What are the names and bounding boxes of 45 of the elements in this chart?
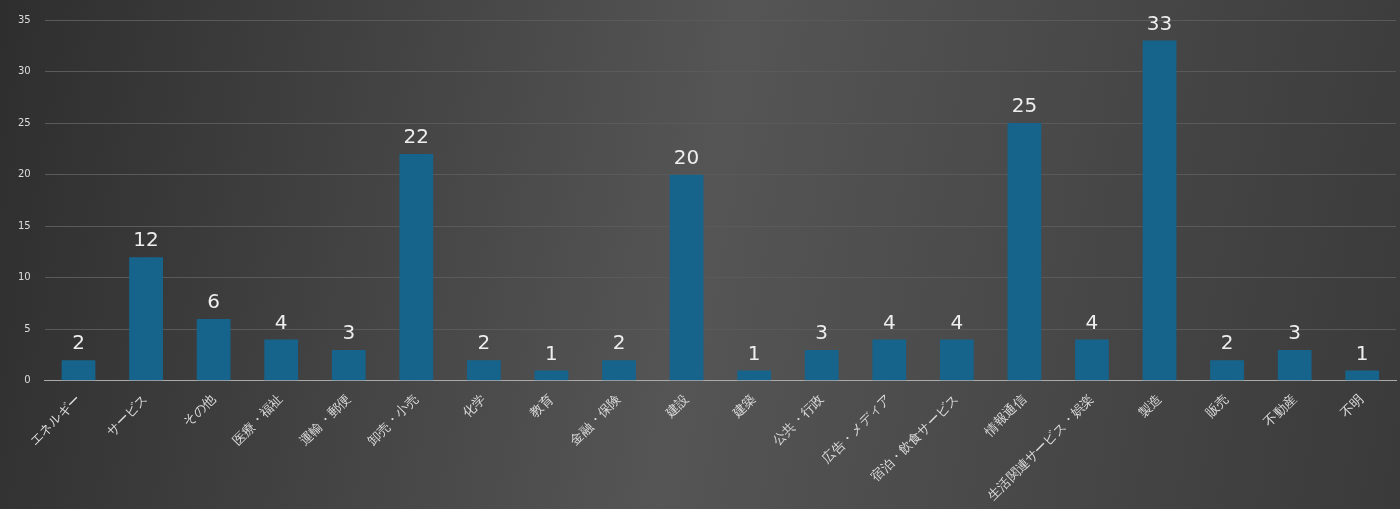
x-tick-label: 不動産	[1260, 391, 1300, 430]
data-label: 2	[1220, 330, 1234, 355]
y-tick-label: 30	[17, 65, 31, 77]
data-label: 20	[673, 144, 700, 169]
data-label: 3	[815, 320, 829, 345]
x-tick-label: 製造	[1135, 391, 1165, 421]
x-tick-label: 運輸・郵便	[296, 391, 354, 448]
x-tick-label: 化学	[459, 391, 489, 421]
y-tick-label: 10	[17, 271, 31, 283]
y-tick-label: 25	[17, 116, 31, 128]
y-tick-label: 0	[24, 374, 31, 386]
data-label: 4	[1085, 309, 1099, 334]
data-label: 2	[612, 330, 626, 355]
x-tick-label: 建築	[728, 391, 759, 421]
data-label: 6	[207, 289, 220, 314]
data-label: 3	[1288, 320, 1302, 345]
data-label: 33	[1146, 10, 1173, 35]
data-label: 1	[545, 340, 558, 365]
x-tick-label: 情報通信	[980, 391, 1029, 440]
y-tick-label: 5	[24, 322, 31, 334]
data-label: 3	[342, 320, 356, 345]
y-tick-label: 15	[17, 219, 31, 231]
x-tick-label: 卸売・小売	[364, 391, 421, 448]
x-tick-label: その他	[179, 391, 219, 430]
x-tick-label: 建設	[661, 391, 692, 421]
data-label: 12	[133, 227, 159, 252]
data-label: 2	[72, 330, 85, 355]
data-label: 22	[403, 124, 430, 149]
data-label: 1	[1355, 340, 1369, 365]
data-label: 4	[950, 309, 964, 334]
y-tick-label: 20	[17, 168, 31, 180]
data-label: 4	[274, 309, 288, 334]
x-tick-label: 公共・行政	[769, 391, 827, 448]
data-label: 2	[477, 330, 491, 355]
x-tick-label: サービス	[103, 391, 151, 439]
x-tick-label: 医療・福祉	[229, 391, 286, 448]
x-tick-label: 金融・保険	[566, 391, 624, 448]
data-label: 25	[1011, 93, 1038, 118]
data-label: 1	[747, 340, 761, 365]
y-tick-label: 35	[17, 13, 31, 25]
x-tick-label: 教育	[526, 391, 556, 421]
x-tick-label: 不明	[1337, 391, 1367, 421]
x-tick-label: 販売	[1202, 391, 1232, 421]
x-tick-label: エネルギー	[26, 391, 84, 448]
data-label: 4	[882, 309, 896, 334]
